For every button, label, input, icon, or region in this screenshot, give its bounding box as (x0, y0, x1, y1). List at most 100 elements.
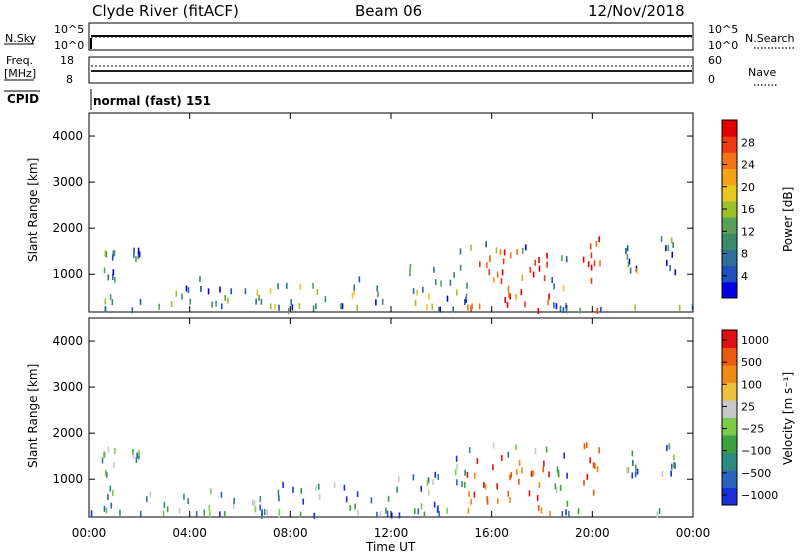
data-cell (263, 508, 266, 515)
colorbar-tick-label: 25 (741, 400, 755, 413)
data-cell (537, 504, 540, 511)
data-cell (138, 251, 141, 258)
data-cell (105, 471, 108, 478)
data-cell (428, 293, 430, 300)
data-cell (590, 277, 593, 284)
data-cell (636, 468, 639, 475)
data-cell (636, 267, 638, 274)
data-cell (103, 267, 106, 274)
data-cell (210, 488, 212, 495)
freq-label-line1: Freq. (6, 54, 33, 67)
freq-tick-left-top: 18 (60, 54, 74, 67)
data-cell (507, 451, 510, 458)
data-cell (139, 510, 142, 517)
data-cell (114, 447, 116, 454)
nsky-panel-frame (88, 22, 694, 51)
data-cell (313, 512, 316, 519)
data-cell (534, 447, 537, 454)
velocity-colorbar: 1000 500 100 25 −25 −100 −500 −1000 (721, 329, 778, 506)
data-cell (434, 471, 437, 478)
data-cell (269, 303, 272, 310)
data-cell (277, 489, 280, 496)
colorbar-segment (722, 417, 737, 436)
colorbar-segment (722, 435, 737, 453)
data-cell (674, 462, 676, 469)
data-cell (534, 259, 536, 266)
data-cell (107, 274, 110, 281)
data-cell (627, 467, 630, 474)
data-cell (590, 252, 593, 259)
data-cell (548, 471, 550, 478)
data-cell (111, 274, 114, 281)
x-tick-label: 00:00 (72, 526, 107, 540)
data-cell (433, 501, 436, 508)
data-cell (256, 289, 259, 296)
y-tick-label: 2000 (52, 426, 83, 440)
data-cell (261, 513, 263, 520)
colorbar-tick-label: −25 (741, 423, 764, 436)
data-cell (565, 307, 568, 314)
data-cell (553, 283, 555, 290)
data-cell (467, 304, 469, 311)
colorbar-tick-label: 4 (741, 270, 748, 283)
data-cell (420, 503, 423, 510)
data-cell (667, 245, 670, 252)
data-cell (538, 482, 541, 489)
data-cell (561, 255, 563, 262)
x-tick-label: 00:00 (676, 526, 711, 540)
data-cell (132, 452, 135, 459)
data-cell (538, 265, 541, 272)
data-cell (669, 265, 671, 272)
data-cell (183, 493, 185, 500)
data-cell (479, 261, 481, 268)
data-cell (224, 294, 227, 301)
data-cell (470, 305, 472, 312)
data-cell (318, 493, 321, 500)
data-cell (549, 510, 551, 517)
data-cell (486, 496, 488, 503)
data-cell (543, 460, 545, 467)
data-cell (112, 250, 115, 257)
colorbar-segment (722, 168, 737, 186)
data-cell (499, 249, 502, 256)
data-cell (628, 258, 631, 265)
y-tick-label: 4000 (52, 334, 83, 348)
data-cell (587, 261, 590, 268)
data-cell (437, 306, 440, 313)
colorbar-tick-label: 20 (741, 181, 755, 194)
data-cell (343, 484, 346, 491)
data-cell (376, 511, 378, 518)
data-cell (131, 307, 134, 314)
data-cell (277, 283, 279, 290)
colorbar-segment (722, 382, 737, 401)
y-tick-label: 3000 (52, 380, 83, 394)
data-cell (138, 449, 140, 456)
data-cell (409, 270, 411, 277)
data-cell (370, 497, 373, 504)
data-cell (387, 495, 390, 502)
data-cell (162, 510, 165, 517)
colorbar-tick-label: −1000 (741, 489, 778, 502)
data-cell (244, 288, 247, 295)
data-cell (112, 490, 114, 497)
data-cell (119, 509, 121, 516)
data-cell (529, 266, 532, 273)
data-cell (546, 252, 548, 259)
data-cell (634, 304, 636, 311)
data-cell (467, 507, 470, 514)
data-cell (600, 306, 602, 313)
data-cell (287, 307, 290, 314)
data-cell (586, 473, 589, 480)
data-cell (634, 471, 637, 478)
data-cell (674, 269, 677, 276)
data-cell (113, 249, 116, 256)
data-cell (135, 456, 138, 463)
data-cell (278, 512, 280, 519)
data-cell (353, 289, 355, 296)
x-tick-label: 08:00 (273, 526, 308, 540)
data-cell (259, 504, 261, 511)
y-tick-label: 1000 (52, 267, 83, 281)
data-cell (468, 490, 470, 497)
data-cell (661, 470, 664, 477)
data-cell (132, 449, 134, 456)
